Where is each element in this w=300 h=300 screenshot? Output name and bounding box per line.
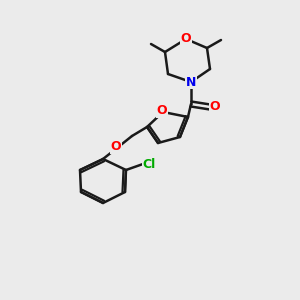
Text: O: O <box>181 32 191 46</box>
Text: N: N <box>186 76 196 88</box>
Text: O: O <box>111 140 121 154</box>
Text: Cl: Cl <box>142 158 156 170</box>
Text: O: O <box>157 104 167 118</box>
Text: O: O <box>210 100 220 113</box>
